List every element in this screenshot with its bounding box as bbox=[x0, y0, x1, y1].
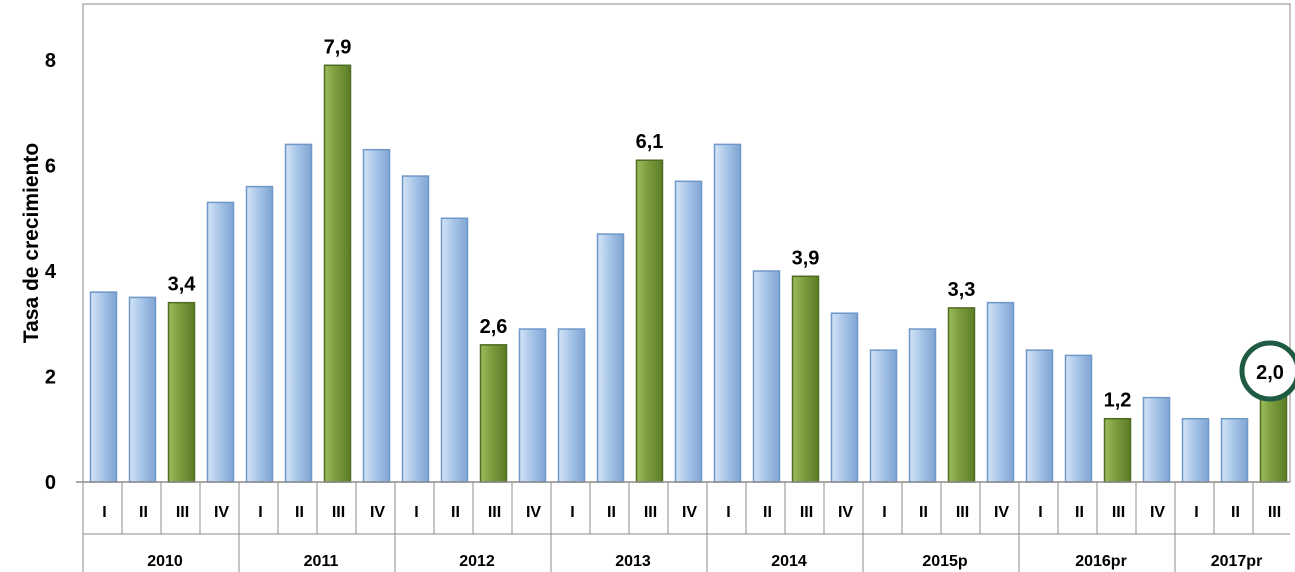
quarter-label: IV bbox=[214, 504, 229, 521]
bar bbox=[596, 233, 625, 483]
quarter-label: III bbox=[956, 504, 969, 521]
quarter-label: IV bbox=[994, 504, 1009, 521]
quarter-label: III bbox=[176, 504, 189, 521]
bar bbox=[986, 301, 1015, 483]
highlight-circle bbox=[1239, 340, 1295, 402]
bar bbox=[89, 291, 118, 483]
quarter-label: II bbox=[919, 504, 928, 521]
quarter-label: I bbox=[570, 504, 574, 521]
quarter-label: I bbox=[726, 504, 730, 521]
year-label: 2011 bbox=[304, 553, 339, 570]
y-axis-title: Tasa de crecimiento bbox=[20, 143, 43, 343]
quarter-label: I bbox=[1038, 504, 1042, 521]
quarter-label: I bbox=[258, 504, 262, 521]
bar-highlight bbox=[1103, 417, 1132, 483]
quarter-label: II bbox=[295, 504, 304, 521]
year-label: 2017pr bbox=[1211, 553, 1263, 570]
bar bbox=[1025, 349, 1054, 483]
quarter-label: IV bbox=[838, 504, 853, 521]
y-axis: 0 2 4 6 8 bbox=[45, 50, 57, 494]
quarter-label: II bbox=[763, 504, 772, 521]
bar bbox=[869, 349, 898, 483]
quarter-label: IV bbox=[682, 504, 697, 521]
bar bbox=[752, 270, 781, 483]
value-labels: 3,4 7,9 2,6 6,1 3,9 3,3 1,2 2,0 bbox=[168, 36, 1295, 412]
quarter-label: II bbox=[139, 504, 148, 521]
bar bbox=[830, 312, 859, 483]
y-tick-label: 8 bbox=[45, 50, 56, 72]
bar bbox=[128, 296, 157, 483]
quarter-label: II bbox=[451, 504, 460, 521]
value-label: 1,2 bbox=[1104, 390, 1132, 412]
quarter-label: I bbox=[1194, 504, 1198, 521]
quarter-label: III bbox=[800, 504, 813, 521]
y-tick-label: 6 bbox=[45, 156, 56, 178]
bar bbox=[245, 185, 274, 483]
bar bbox=[440, 217, 469, 483]
year-label: 2013 bbox=[615, 553, 651, 570]
value-label: 6,1 bbox=[636, 131, 664, 153]
value-label: 3,4 bbox=[168, 274, 197, 296]
quarter-label: IV bbox=[1150, 504, 1165, 521]
bar bbox=[518, 328, 547, 483]
y-tick-label: 0 bbox=[45, 472, 56, 494]
year-label: 2015p bbox=[922, 553, 968, 570]
quarter-label: II bbox=[1075, 504, 1084, 521]
bar bbox=[713, 143, 742, 483]
bar bbox=[674, 180, 703, 483]
year-label: 2014 bbox=[771, 553, 807, 570]
bar bbox=[1064, 354, 1093, 483]
y-tick-label: 4 bbox=[45, 261, 57, 283]
bar bbox=[362, 148, 391, 483]
quarter-label: II bbox=[607, 504, 616, 521]
year-label: 2010 bbox=[147, 553, 183, 570]
bar-highlight bbox=[947, 307, 976, 483]
quarter-label: III bbox=[1268, 504, 1281, 521]
value-label: 3,3 bbox=[948, 279, 976, 301]
quarter-label: IV bbox=[526, 504, 541, 521]
quarter-label: I bbox=[882, 504, 886, 521]
bar bbox=[401, 175, 430, 483]
bar bbox=[1142, 396, 1171, 483]
bar bbox=[1220, 417, 1249, 483]
quarter-label: III bbox=[1112, 504, 1125, 521]
bar bbox=[206, 201, 235, 483]
quarter-label: I bbox=[414, 504, 418, 521]
value-label: 7,9 bbox=[324, 36, 352, 58]
bar bbox=[557, 328, 586, 483]
quarter-label: II bbox=[1231, 504, 1240, 521]
quarter-label: I bbox=[102, 504, 106, 521]
bar-highlight bbox=[323, 64, 352, 483]
bar-highlight bbox=[791, 275, 820, 483]
quarter-label: III bbox=[332, 504, 345, 521]
bar bbox=[1181, 417, 1210, 483]
quarter-label: III bbox=[488, 504, 501, 521]
y-tick-label: 2 bbox=[45, 367, 56, 389]
quarter-label: IV bbox=[370, 504, 385, 521]
bar-highlight bbox=[479, 344, 508, 483]
value-label: 3,9 bbox=[792, 247, 820, 269]
year-label: 2012 bbox=[459, 553, 495, 570]
year-label: 2016pr bbox=[1075, 553, 1127, 570]
value-label: 2,6 bbox=[480, 316, 508, 338]
bar bbox=[908, 328, 937, 483]
bars bbox=[89, 64, 1288, 483]
bar bbox=[284, 143, 313, 483]
quarter-label: III bbox=[644, 504, 657, 521]
value-label: 2,0 bbox=[1256, 362, 1284, 384]
bar-highlight bbox=[167, 301, 196, 483]
bar-highlight bbox=[635, 159, 664, 483]
